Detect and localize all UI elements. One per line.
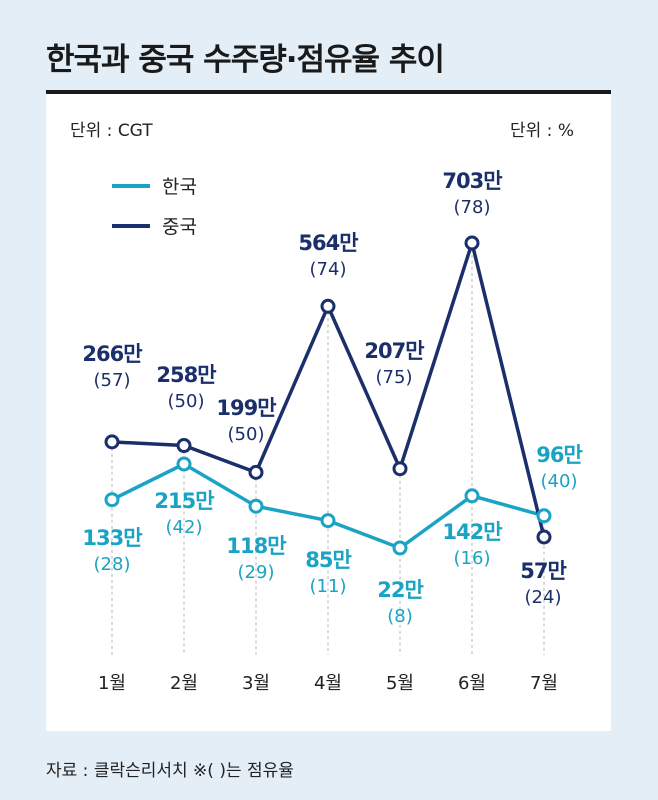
china-point	[536, 529, 552, 545]
x-tick-labels: 1월 2월 3월 4월 5월 6월 7월	[98, 673, 558, 694]
china-point	[464, 235, 480, 251]
korea-point	[320, 513, 336, 529]
china-value-label: 564만	[298, 231, 358, 255]
korea-share-label: (29)	[238, 562, 275, 583]
guide-lines	[111, 243, 545, 655]
china-value-label: 207만	[364, 339, 424, 363]
korea-value-label: 118만	[226, 534, 286, 558]
korea-share-label: (40)	[541, 471, 578, 492]
korea-point	[104, 492, 120, 508]
x-tick-label: 4월	[314, 673, 342, 694]
x-tick-label: 5월	[386, 673, 414, 694]
china-share-label: (24)	[525, 587, 562, 608]
data-points	[104, 235, 552, 556]
unit-label-left: 단위 : CGT	[70, 121, 153, 141]
title-rule	[46, 90, 611, 94]
korea-value-label: 215만	[154, 489, 214, 513]
korea-point	[176, 456, 192, 472]
china-point	[176, 438, 192, 454]
x-tick-label: 2월	[170, 673, 198, 694]
korea-value-label: 96만	[536, 443, 582, 467]
china-share-label: (75)	[376, 367, 413, 388]
data-labels: 133만 (28) 215만 (42) 118만 (29) 85만 (11) 22만 (8) 142…	[82, 169, 583, 627]
korea-share-label: (8)	[387, 606, 413, 627]
china-value-label: 266만	[82, 342, 142, 366]
china-point	[392, 461, 408, 477]
korea-point	[464, 488, 480, 504]
chart-title: 한국과 중국 수주량·점유율 추이	[46, 42, 445, 78]
korea-point	[248, 498, 264, 514]
china-value-label: 57만	[520, 559, 566, 583]
china-share-label: (50)	[168, 391, 205, 412]
legend-label-korea: 한국	[162, 176, 197, 198]
korea-share-label: (16)	[454, 548, 491, 569]
legend-label-china: 중국	[162, 216, 197, 238]
china-point	[248, 464, 264, 480]
x-tick-label: 3월	[242, 673, 270, 694]
china-value-label: 703만	[442, 169, 502, 193]
korea-point	[536, 508, 552, 524]
korea-value-label: 142만	[442, 520, 502, 544]
china-point	[104, 434, 120, 450]
china-share-label: (74)	[310, 259, 347, 280]
china-point	[320, 298, 336, 314]
unit-label-right: 단위 : %	[510, 121, 574, 141]
x-tick-label: 6월	[458, 673, 486, 694]
china-share-label: (78)	[454, 197, 491, 218]
source-note: 자료 : 클락슨리서치 ※( )는 점유율	[46, 761, 294, 781]
korea-share-label: (11)	[310, 576, 347, 597]
korea-value-label: 22만	[377, 578, 423, 602]
china-value-label: 258만	[156, 363, 216, 387]
china-value-label: 199만	[216, 396, 276, 420]
korea-share-label: (28)	[94, 554, 131, 575]
x-tick-label: 1월	[98, 673, 126, 694]
korea-share-label: (42)	[166, 517, 203, 538]
korea-point	[392, 540, 408, 556]
korea-value-label: 85만	[305, 548, 351, 572]
china-share-label: (57)	[94, 370, 131, 391]
china-share-label: (50)	[228, 424, 265, 445]
korea-value-label: 133만	[82, 526, 142, 550]
x-tick-label: 7월	[530, 673, 558, 694]
